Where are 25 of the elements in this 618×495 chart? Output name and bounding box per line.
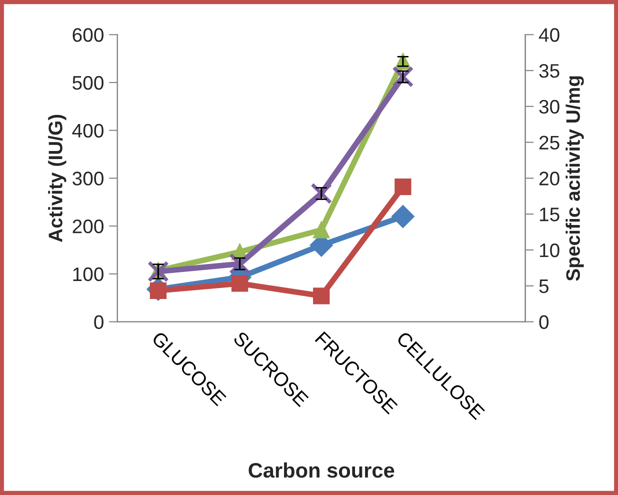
y2-tick-label: 40 [538, 28, 560, 42]
point [394, 178, 412, 196]
y-tick-label: 300 [72, 172, 104, 186]
point [313, 288, 330, 304]
y2-tick-label: 35 [539, 64, 560, 78]
y-tick-label: 200 [72, 220, 104, 234]
y2-tick-label: 20 [539, 172, 560, 186]
y2-tick-label: 5 [539, 280, 548, 294]
y-tick-label: 600 [72, 28, 104, 42]
y2-axis-title: Specific acitivity U/mg [566, 76, 584, 281]
y2-tick-label: 0 [539, 315, 549, 329]
y2-tick-label: 15 [540, 208, 560, 222]
x-axis-title: Carbon source [248, 462, 394, 478]
y-tick-label: 0 [94, 315, 104, 329]
y-axis-title: Activity (IU/G) [48, 114, 66, 242]
y-tick-label: 100 [73, 267, 104, 282]
point [391, 204, 414, 228]
point [231, 275, 248, 292]
y-tick-label: 500 [72, 76, 104, 90]
point [147, 260, 169, 282]
y2-tick-label: 10 [540, 243, 560, 258]
y2-tick-label: 30 [539, 100, 560, 114]
y-tick-label: 400 [72, 124, 104, 138]
point [313, 222, 330, 238]
y2-tick-label: 25 [539, 136, 560, 150]
